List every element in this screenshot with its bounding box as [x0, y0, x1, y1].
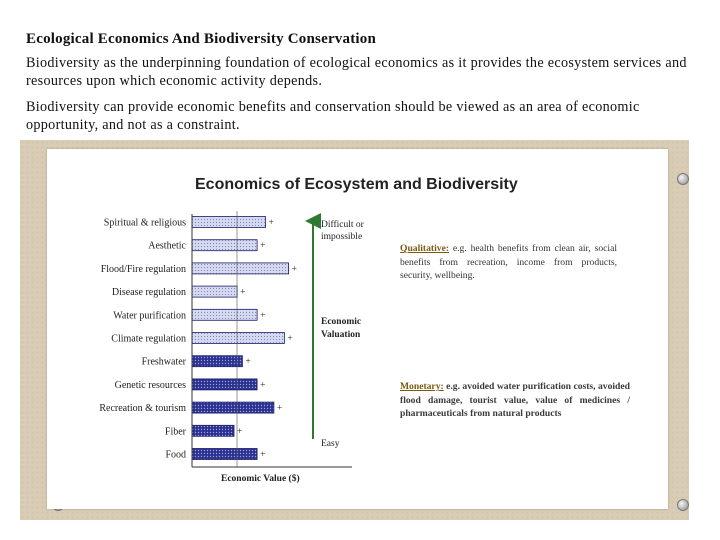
category-label: Fiber — [165, 426, 187, 437]
error-marker: + — [260, 380, 265, 390]
bar-flood-fire-regulation — [191, 262, 289, 275]
monetary-label: Monetary: — [400, 381, 444, 392]
error-marker: + — [260, 311, 265, 321]
bar-climate-regulation — [191, 332, 285, 344]
error-marker: + — [269, 218, 274, 228]
pushpin-top-right — [677, 173, 689, 185]
bar-aesthetic — [191, 239, 258, 252]
error-marker: + — [277, 404, 282, 414]
error-marker: + — [260, 241, 265, 251]
bar-water-purification — [191, 308, 258, 321]
bar-disease-regulation — [191, 285, 238, 298]
bar-genetic-resources — [191, 378, 258, 391]
category-label: Aesthetic — [148, 241, 186, 252]
category-label: Disease regulation — [112, 287, 186, 298]
bar-spiritual-religious — [191, 216, 266, 228]
category-label: Recreation & tourism — [99, 403, 186, 414]
error-marker: + — [287, 334, 292, 344]
category-label: Water purification — [113, 310, 186, 321]
pushpin-bottom-right — [677, 499, 689, 511]
monetary-text: e.g. avoided water purification costs, a… — [400, 381, 630, 419]
qualitative-text: e.g. health benefits from clean air, soc… — [400, 243, 617, 281]
error-marker: + — [245, 357, 250, 367]
monetary-box: Monetary: e.g. avoided water purificatio… — [400, 380, 630, 421]
category-label: Flood/Fire regulation — [101, 264, 186, 275]
figure-card: Economics of Ecosystem and Biodiversity … — [47, 149, 668, 509]
bar-fiber — [191, 424, 235, 437]
category-label: Freshwater — [142, 357, 187, 368]
paragraph-1: Biodiversity as the underpinning foundat… — [26, 55, 687, 89]
error-marker: + — [237, 427, 242, 437]
difficult-label: Difficult or impossible — [321, 220, 364, 242]
paragraph-2: Biodiversity can provide economic benefi… — [26, 99, 640, 133]
valuation-label: Economic Valuation — [321, 317, 362, 340]
category-label: Climate regulation — [111, 334, 186, 345]
bar-food — [191, 448, 258, 460]
bar-chart: + Spiritual & religious + Aesthetic + Flood/F… — [99, 211, 352, 484]
category-label: Spiritual & religious — [104, 218, 186, 229]
category-label: Food — [165, 450, 186, 461]
qualitative-box: Qualitative: e.g. health benefits from c… — [400, 242, 617, 283]
category-label: Genetic resources — [115, 380, 186, 391]
slide-heading: Ecological Economics And Biodiversity Co… — [26, 31, 377, 47]
bar-freshwater — [191, 355, 243, 368]
qualitative-label: Qualitative: — [400, 243, 450, 254]
error-marker: + — [260, 450, 265, 460]
error-marker: + — [292, 264, 297, 274]
easy-label: Easy — [321, 439, 340, 449]
error-marker: + — [240, 288, 245, 298]
x-axis-label: Economic Value ($) — [221, 473, 300, 484]
chart-title: Economics of Ecosystem and Biodiversity — [195, 176, 518, 193]
bar-recreation-tourism — [191, 401, 275, 414]
